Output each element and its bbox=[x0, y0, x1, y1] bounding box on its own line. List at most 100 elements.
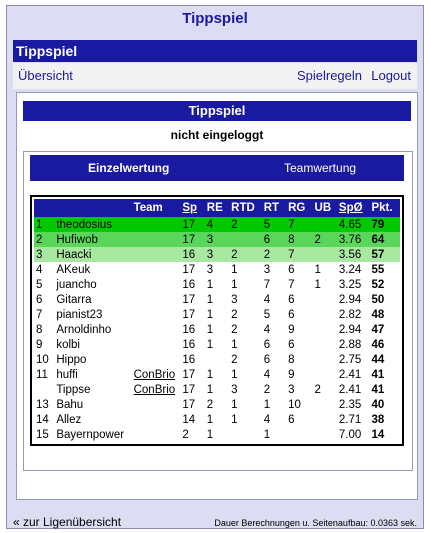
team-link bbox=[132, 307, 181, 322]
table-cell: 9 bbox=[288, 323, 295, 336]
team-link bbox=[132, 412, 181, 427]
table-cell: 2 bbox=[231, 353, 238, 366]
table-cell: 4 bbox=[263, 293, 271, 306]
table-row: 7 pianist23 17 1 2 5 6 2.82 48 bbox=[34, 307, 400, 322]
player-name: Arnoldinho bbox=[56, 323, 112, 336]
points-cell: 46 bbox=[371, 338, 385, 351]
column-header-8: UB bbox=[314, 202, 332, 214]
nav-rules-link[interactable]: Spielregeln bbox=[296, 68, 362, 83]
ranking-table-box: Team Sp RE RTD RT RG UB SpØ Pkt. 1 theodosius 17 4 2… bbox=[30, 195, 404, 446]
table-cell: 2 bbox=[231, 218, 238, 231]
table-cell: 1 bbox=[231, 398, 238, 411]
ranking-table: Team Sp RE RTD RT RG UB SpØ Pkt. 1 theodosius 17 4 2… bbox=[34, 199, 400, 442]
points-cell: 57 bbox=[371, 248, 385, 261]
player-name: Bahu bbox=[56, 398, 84, 411]
table-row: 1 theodosius 17 4 2 5 7 4.65 79 bbox=[34, 217, 400, 232]
table-cell: 5 bbox=[263, 218, 271, 231]
player-name: Hufiwob bbox=[56, 233, 98, 246]
table-cell: 10 bbox=[288, 398, 301, 411]
table-cell bbox=[313, 247, 337, 262]
table-cell: 3.56 bbox=[338, 248, 362, 261]
table-cell: 17 bbox=[182, 368, 196, 381]
nav-overview-link[interactable]: Übersicht bbox=[18, 68, 73, 83]
table-cell bbox=[313, 292, 337, 307]
table-cell: 1 bbox=[231, 338, 238, 351]
table-cell bbox=[313, 412, 337, 427]
tab-team-ranking[interactable]: Teamwertung bbox=[284, 161, 357, 175]
table-cell: 17 bbox=[182, 293, 196, 306]
player-name: Bayernpower bbox=[56, 428, 125, 441]
player-name: Allez bbox=[56, 413, 82, 426]
table-row: 13 Bahu 17 2 1 1 10 2.35 40 bbox=[34, 397, 400, 412]
table-cell: 1 bbox=[206, 338, 214, 351]
column-header-3[interactable]: Sp bbox=[182, 202, 198, 214]
table-cell: 9 bbox=[288, 368, 295, 381]
table-cell: 2 bbox=[263, 383, 271, 396]
points-cell: 50 bbox=[371, 293, 385, 306]
table-cell: 1 bbox=[263, 428, 271, 441]
app-frame: Tippspiel Tippspiel Übersicht Spielregel… bbox=[6, 5, 424, 529]
team-link bbox=[132, 262, 181, 277]
table-cell bbox=[205, 352, 229, 367]
team-link bbox=[132, 337, 181, 352]
table-cell: 2 bbox=[231, 308, 238, 321]
table-cell: 17 bbox=[182, 263, 196, 276]
table-row: 9 kolbi 16 1 1 6 6 2.88 46 bbox=[34, 337, 400, 352]
tab-single-ranking[interactable]: Einzelwertung bbox=[88, 161, 170, 175]
table-cell: 4 bbox=[263, 413, 271, 426]
table-cell bbox=[286, 427, 312, 442]
points-cell: 44 bbox=[371, 353, 385, 366]
table-cell: 2 bbox=[206, 398, 214, 411]
table-cell: 7 bbox=[288, 248, 295, 261]
table-cell: 1 bbox=[206, 368, 214, 381]
table-row: 10 Hippo 16 2 6 8 2.75 44 bbox=[34, 352, 400, 367]
table-cell: 5 bbox=[263, 308, 271, 321]
points-cell: 41 bbox=[371, 383, 385, 396]
table-cell: 1 bbox=[206, 428, 214, 441]
table-row: Tippse ConBrio 17 1 3 2 3 2 2.41 41 bbox=[34, 382, 400, 397]
table-cell: 16 bbox=[182, 338, 196, 351]
table-row: 4 AKeuk 17 3 1 3 6 1 3.24 55 bbox=[34, 262, 400, 277]
table-row: 2 Hufiwob 17 3 6 8 2 3.76 64 bbox=[34, 232, 400, 247]
team-link bbox=[132, 247, 181, 262]
table-cell: 2 bbox=[182, 428, 189, 441]
table-cell bbox=[34, 382, 54, 397]
column-header-7: RG bbox=[288, 202, 306, 214]
table-cell: 2 bbox=[231, 248, 238, 261]
table-cell: 3 bbox=[231, 293, 238, 306]
table-cell: 1 bbox=[36, 218, 43, 231]
table-cell: 6 bbox=[288, 293, 295, 306]
back-to-leagues-link[interactable]: « zur Ligenübersicht bbox=[13, 515, 122, 529]
table-cell: 13 bbox=[36, 398, 49, 411]
table-cell: 3 bbox=[288, 383, 295, 396]
nav-bar: Übersicht Spielregeln Logout bbox=[13, 63, 417, 89]
ranking-panel: Einzelwertung Teamwertung Team Sp RE RTD RT R… bbox=[23, 151, 413, 471]
table-cell bbox=[229, 427, 262, 442]
table-cell: 1 bbox=[206, 413, 214, 426]
table-cell: 14 bbox=[182, 413, 196, 426]
panel-title: Tippspiel bbox=[23, 101, 411, 121]
table-cell: 8 bbox=[36, 323, 43, 336]
table-cell: 1 bbox=[206, 383, 214, 396]
team-link[interactable]: ConBrio bbox=[133, 383, 176, 396]
player-name: juancho bbox=[56, 278, 97, 291]
table-cell: 3.24 bbox=[338, 263, 362, 276]
table-cell: 3 bbox=[231, 383, 238, 396]
player-name: kolbi bbox=[56, 338, 80, 351]
table-header-row: Team Sp RE RTD RT RG UB SpØ Pkt. bbox=[34, 199, 400, 217]
nav-logout-link[interactable]: Logout bbox=[371, 68, 411, 83]
table-cell: 6 bbox=[263, 338, 271, 351]
table-cell bbox=[313, 352, 337, 367]
table-cell: 7.00 bbox=[338, 428, 362, 441]
table-cell: 2 bbox=[314, 383, 321, 396]
player-name: huffi bbox=[56, 368, 78, 381]
table-cell: 2.35 bbox=[338, 398, 362, 411]
points-cell: 64 bbox=[371, 233, 385, 246]
table-cell: 3.76 bbox=[338, 233, 362, 246]
table-row: 8 Arnoldinho 16 1 2 4 9 2.94 47 bbox=[34, 322, 400, 337]
table-cell: 1 bbox=[206, 278, 214, 291]
table-cell: 8 bbox=[288, 233, 295, 246]
column-header-9[interactable]: SpØ bbox=[338, 202, 363, 214]
table-cell: 7 bbox=[288, 218, 295, 231]
team-link[interactable]: ConBrio bbox=[133, 368, 176, 381]
